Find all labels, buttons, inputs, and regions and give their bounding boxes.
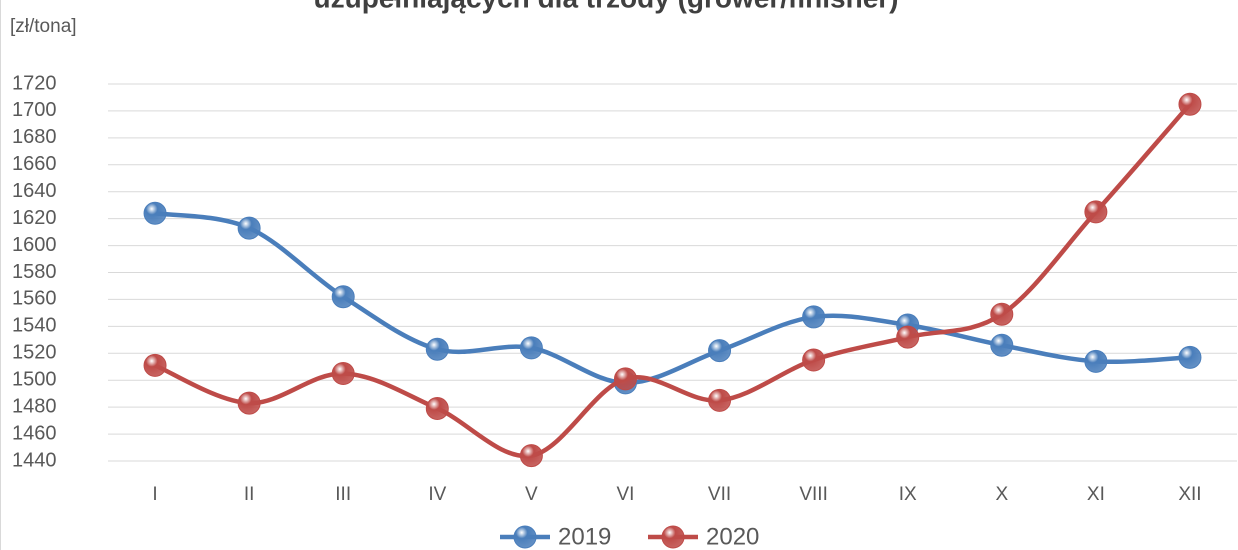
x-tick-label: I [152, 484, 157, 505]
x-tick-label: II [244, 484, 255, 505]
data-point [519, 444, 543, 468]
x-tick-label: V [525, 484, 538, 505]
legend-label: 2019 [558, 523, 611, 550]
x-tick-label: IV [428, 484, 446, 505]
y-axis-label: [zł/tona] [10, 16, 77, 37]
data-point [331, 361, 355, 385]
legend-swatch-marker [661, 525, 685, 549]
series-line [152, 101, 1193, 459]
y-tick-label: 1480 [12, 395, 57, 417]
data-point [425, 396, 449, 420]
y-tick-label: 1720 [12, 72, 57, 94]
data-point [1084, 349, 1108, 373]
x-tick-label: VII [708, 484, 731, 505]
y-tick-label: 1440 [12, 449, 57, 471]
x-tick-label: IX [899, 484, 917, 505]
data-point [802, 305, 826, 329]
data-point [1084, 200, 1108, 224]
legend-label: 2020 [706, 523, 759, 550]
chart-title: uzupełniających dla trzody (grower/finis… [314, 0, 899, 13]
y-tick-label: 1640 [12, 180, 57, 202]
x-tick-label: VI [616, 484, 634, 505]
data-point [237, 391, 261, 415]
data-point [237, 216, 261, 240]
data-point [708, 339, 732, 363]
data-point [802, 348, 826, 372]
y-tick-label: 1460 [12, 422, 57, 444]
y-tick-label: 1560 [12, 288, 57, 310]
x-tick-label: XI [1087, 484, 1105, 505]
data-point [519, 336, 543, 360]
data-point [708, 388, 732, 412]
data-point [990, 333, 1014, 357]
y-tick-label: 1660 [12, 153, 57, 175]
data-point [1178, 345, 1202, 369]
data-point [1178, 92, 1202, 116]
y-tick-label: 1520 [12, 342, 57, 364]
data-point [143, 353, 167, 377]
y-tick-label: 1700 [12, 99, 57, 121]
y-tick-label: 1620 [12, 207, 57, 229]
x-tick-label: X [995, 484, 1008, 505]
data-point [896, 325, 920, 349]
y-tick-label: 1580 [12, 261, 57, 283]
x-tick-label: XII [1178, 484, 1201, 505]
data-point [425, 337, 449, 361]
x-tick-label: VIII [799, 484, 828, 505]
data-point [990, 302, 1014, 326]
legend-swatch-marker [513, 525, 537, 549]
data-point [613, 367, 637, 391]
data-point [331, 285, 355, 309]
y-tick-label: 1680 [12, 126, 57, 148]
x-tick-label: III [335, 484, 351, 505]
y-tick-label: 1500 [12, 368, 57, 390]
series-line [152, 211, 1193, 386]
y-tick-label: 1600 [12, 234, 57, 256]
data-point [143, 201, 167, 225]
y-tick-label: 1540 [12, 315, 57, 337]
